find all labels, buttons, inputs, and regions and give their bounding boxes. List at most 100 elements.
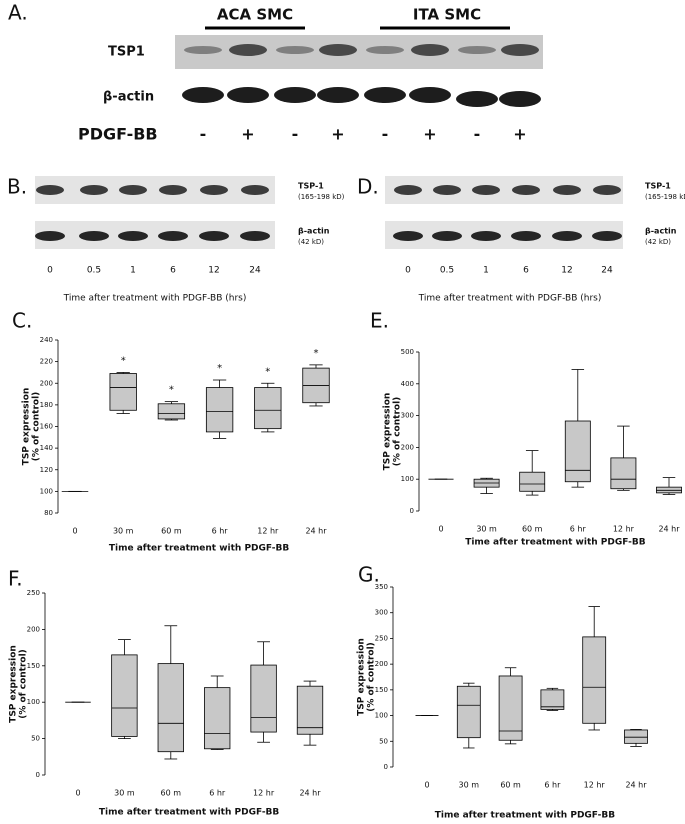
box <box>205 387 234 433</box>
blot-band <box>364 87 406 103</box>
y-tick-label: 240 <box>40 336 53 344</box>
y-tick-label: 100 <box>375 712 388 720</box>
box <box>582 636 607 724</box>
y-tick-label: 350 <box>375 583 388 591</box>
x-tick-label: 0 <box>424 781 429 790</box>
row-size: (42 kD) <box>298 238 324 246</box>
box <box>250 664 277 733</box>
blot-band <box>472 185 500 195</box>
blot-band <box>240 231 270 241</box>
row-label: TSP1 <box>108 45 145 60</box>
treatment-label: PDGF-BB <box>78 125 158 144</box>
x-tick-label: 60 m <box>161 527 182 536</box>
box <box>204 687 231 750</box>
panel-label: F. <box>8 567 23 591</box>
x-tick-label: 12 hr <box>257 527 279 536</box>
row-label: TSP-1 <box>645 182 671 191</box>
box <box>624 729 648 744</box>
blot-band <box>552 231 582 241</box>
x-axis-title: Time after treatment with PDGF-BB <box>109 544 290 554</box>
y-tick-label: 140 <box>40 444 53 452</box>
time-label: 6 <box>523 266 529 276</box>
x-tick-label: 6 hr <box>212 527 229 536</box>
y-tick-label: 200 <box>40 379 53 387</box>
blot-band <box>119 185 147 195</box>
annotation: * <box>217 363 222 374</box>
treatment-sign: - <box>382 125 389 144</box>
y-axis-title: TSP expression <box>357 638 367 716</box>
blot-band <box>593 185 621 195</box>
box <box>296 685 324 735</box>
time-label: 0 <box>47 266 53 276</box>
y-tick-label: 300 <box>401 412 414 420</box>
x-tick-label: 60 m <box>161 789 182 798</box>
panel-label: E. <box>370 309 389 333</box>
treatment-sign: - <box>292 125 299 144</box>
box <box>157 403 186 420</box>
blot-band <box>227 87 269 103</box>
annotation: * <box>169 385 174 396</box>
blot-band <box>456 91 498 107</box>
x-tick-label: 30 m <box>113 527 134 536</box>
treatment-sign: + <box>513 125 526 144</box>
annotation: * <box>265 366 270 377</box>
box <box>564 420 591 483</box>
y-tick-label: 150 <box>27 662 40 670</box>
y-tick-label: 400 <box>401 380 414 388</box>
y-tick-label: 50 <box>379 737 388 745</box>
blot-band <box>592 231 622 241</box>
blot-band <box>35 231 65 241</box>
blot-band <box>394 185 422 195</box>
box <box>519 471 546 492</box>
blot-band <box>501 44 539 56</box>
panel-label: A. <box>8 1 28 25</box>
blot-band <box>512 185 540 195</box>
x-tick-label: 30 m <box>459 781 480 790</box>
group-label: ACA SMC <box>217 6 293 24</box>
blot-band <box>79 231 109 241</box>
x-tick-label: 0 <box>72 527 77 536</box>
blot-band <box>241 185 269 195</box>
x-tick-label: 24 hr <box>658 525 680 534</box>
y-axis-title: (% of control) <box>393 397 403 467</box>
blot-band <box>319 44 357 56</box>
x-tick-label: 12 hr <box>613 525 635 534</box>
blot-background <box>35 221 275 249</box>
blot-background <box>35 176 275 204</box>
panel-label: D. <box>357 175 379 199</box>
y-tick-label: 500 <box>401 348 414 356</box>
box <box>456 685 481 739</box>
y-tick-label: 120 <box>40 466 53 474</box>
group-label: ITA SMC <box>413 6 481 24</box>
y-axis-title: (% of control) <box>19 649 29 719</box>
y-axis-title: (% of control) <box>367 642 377 712</box>
x-tick-label: 24 hr <box>305 527 327 536</box>
box <box>540 689 565 710</box>
row-size: (165-198 kD) <box>645 193 685 201</box>
y-axis-title: TSP expression <box>383 393 393 471</box>
x-axis-title: Time after treatment with PDGF-BB <box>465 538 646 548</box>
annotation: * <box>314 348 319 359</box>
time-label: 24 <box>249 266 261 276</box>
blot-background <box>385 176 623 204</box>
blot-background <box>385 221 623 249</box>
time-label: 24 <box>601 266 613 276</box>
y-tick-label: 250 <box>27 589 40 597</box>
blot-band <box>274 87 316 103</box>
x-tick-label: 60 m <box>500 781 521 790</box>
y-tick-label: 200 <box>401 443 414 451</box>
blot-band <box>158 231 188 241</box>
blot-band <box>458 46 496 54</box>
blot-band <box>80 185 108 195</box>
blot-band <box>411 44 449 56</box>
time-label: 1 <box>130 266 136 276</box>
blot-band <box>317 87 359 103</box>
panel-label: C. <box>12 309 32 333</box>
x-tick-label: 0 <box>75 789 80 798</box>
row-size: (165-198 kD) <box>298 193 345 201</box>
box <box>111 654 138 737</box>
y-tick-label: 0 <box>410 507 414 515</box>
box <box>109 373 137 411</box>
y-tick-label: 250 <box>375 634 388 642</box>
